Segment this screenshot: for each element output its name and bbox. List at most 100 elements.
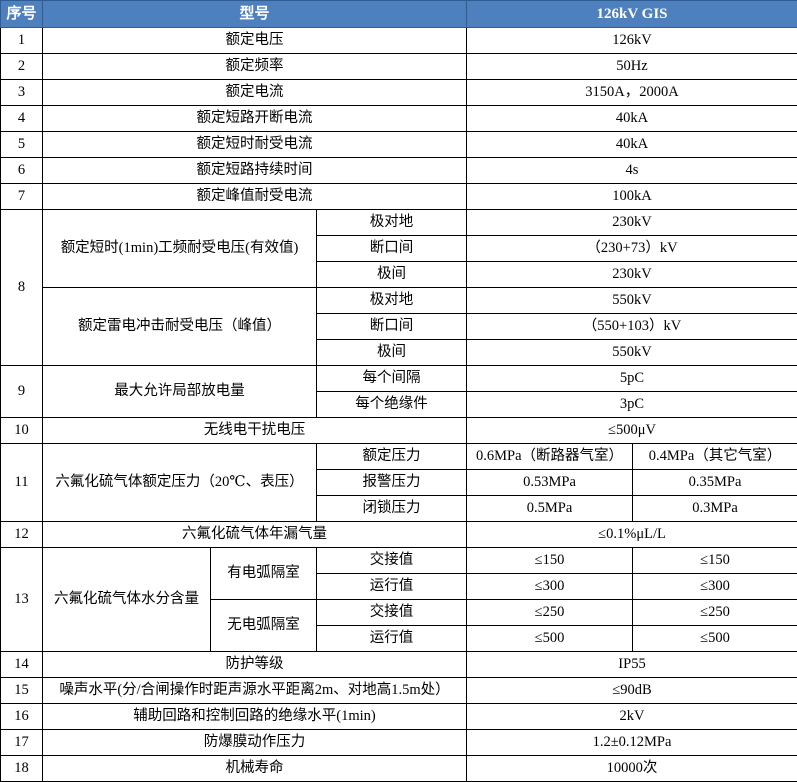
cell-index: 7 — [1, 184, 43, 210]
cell-parameter-value: 10000次 — [467, 756, 797, 782]
cell-index: 2 — [1, 54, 43, 80]
cell-parameter-value: （230+73）kV — [467, 236, 797, 262]
cell-parameter-name: 机械寿命 — [43, 756, 467, 782]
cell-parameter-value-a: ≤150 — [467, 548, 633, 574]
cell-parameter-name: 额定雷电冲击耐受电压（峰值） — [43, 288, 317, 366]
cell-parameter-value: 5pC — [467, 366, 797, 392]
cell-parameter-value: 50Hz — [467, 54, 797, 80]
cell-sub-parameter: 闭锁压力 — [317, 496, 467, 522]
cell-parameter-value-a: 0.5MPa — [467, 496, 633, 522]
cell-parameter-value-a: ≤300 — [467, 574, 633, 600]
cell-parameter-name: 噪声水平(分/合闸操作时距声源水平距离2m、对地高1.5m处） — [43, 678, 467, 704]
cell-parameter-value: 1.2±0.12MPa — [467, 730, 797, 756]
cell-sub-parameter: 运行值 — [317, 626, 467, 652]
cell-parameter-name: 额定电压 — [43, 28, 467, 54]
cell-parameter-value: 230kV — [467, 262, 797, 288]
cell-parameter-name: 六氟化硫气体额定压力（20℃、表压） — [43, 444, 317, 522]
cell-index: 1 — [1, 28, 43, 54]
cell-parameter-value-b: 0.4MPa（其它气室） — [633, 444, 797, 470]
cell-parameter-value: 40kA — [467, 106, 797, 132]
cell-parameter-value: ≤90dB — [467, 678, 797, 704]
cell-parameter-value: IP55 — [467, 652, 797, 678]
cell-parameter-name: 辅助回路和控制回路的绝缘水平(1min) — [43, 704, 467, 730]
cell-sub-parameter: 极对地 — [317, 288, 467, 314]
cell-parameter-value-a: 0.53MPa — [467, 470, 633, 496]
cell-sub-parameter: 断口间 — [317, 314, 467, 340]
cell-sub-parameter: 额定压力 — [317, 444, 467, 470]
cell-parameter-name: 额定短路持续时间 — [43, 158, 467, 184]
cell-parameter-value: 40kA — [467, 132, 797, 158]
cell-index: 18 — [1, 756, 43, 782]
cell-parameter-value: 4s — [467, 158, 797, 184]
cell-sub-parameter: 极对地 — [317, 210, 467, 236]
cell-parameter-value: 3pC — [467, 392, 797, 418]
cell-parameter-value: ≤500μV — [467, 418, 797, 444]
cell-index: 12 — [1, 522, 43, 548]
cell-parameter-value: 126kV — [467, 28, 797, 54]
cell-parameter-value-b: ≤150 — [633, 548, 797, 574]
cell-parameter-value: 3150A，2000A — [467, 80, 797, 106]
cell-parameter-value-b: 0.3MPa — [633, 496, 797, 522]
cell-index: 14 — [1, 652, 43, 678]
cell-index: 10 — [1, 418, 43, 444]
cell-parameter-value: 550kV — [467, 340, 797, 366]
cell-parameter-name: 最大允许局部放电量 — [43, 366, 317, 418]
header-cell-model: 型号 — [43, 1, 467, 28]
cell-sub-parameter: 极间 — [317, 340, 467, 366]
cell-chamber-name: 有电弧隔室 — [211, 548, 317, 600]
cell-index: 15 — [1, 678, 43, 704]
cell-index: 4 — [1, 106, 43, 132]
cell-parameter-value: 230kV — [467, 210, 797, 236]
cell-parameter-name: 六氟化硫气体水分含量 — [43, 548, 211, 652]
cell-index: 16 — [1, 704, 43, 730]
cell-parameter-name: 额定峰值耐受电流 — [43, 184, 467, 210]
cell-parameter-value: 100kA — [467, 184, 797, 210]
cell-parameter-name: 额定短路开断电流 — [43, 106, 467, 132]
cell-index: 8 — [1, 210, 43, 366]
cell-sub-parameter: 交接值 — [317, 600, 467, 626]
cell-sub-parameter: 每个间隔 — [317, 366, 467, 392]
cell-parameter-value-b: 0.35MPa — [633, 470, 797, 496]
cell-parameter-value-b: ≤500 — [633, 626, 797, 652]
cell-parameter-name: 额定短时耐受电流 — [43, 132, 467, 158]
cell-index: 17 — [1, 730, 43, 756]
cell-parameter-name: 额定频率 — [43, 54, 467, 80]
cell-parameter-value-a: ≤250 — [467, 600, 633, 626]
cell-parameter-value-b: ≤250 — [633, 600, 797, 626]
cell-parameter-value: （550+103）kV — [467, 314, 797, 340]
cell-parameter-name: 额定电流 — [43, 80, 467, 106]
cell-index: 3 — [1, 80, 43, 106]
header-cell-no: 序号 — [1, 1, 43, 28]
cell-parameter-value-a: 0.6MPa（断路器气室） — [467, 444, 633, 470]
cell-parameter-name: 六氟化硫气体年漏气量 — [43, 522, 467, 548]
cell-parameter-name: 防护等级 — [43, 652, 467, 678]
header-cell-value: 126kV GIS — [467, 1, 797, 28]
cell-parameter-value: 550kV — [467, 288, 797, 314]
cell-index: 5 — [1, 132, 43, 158]
cell-sub-parameter: 交接值 — [317, 548, 467, 574]
cell-sub-parameter: 每个绝缘件 — [317, 392, 467, 418]
cell-chamber-name: 无电弧隔室 — [211, 600, 317, 652]
cell-index: 11 — [1, 444, 43, 522]
cell-parameter-value: 2kV — [467, 704, 797, 730]
table-header-row: 序号 型号 126kV GIS — [1, 1, 797, 28]
cell-parameter-name: 防爆膜动作压力 — [43, 730, 467, 756]
